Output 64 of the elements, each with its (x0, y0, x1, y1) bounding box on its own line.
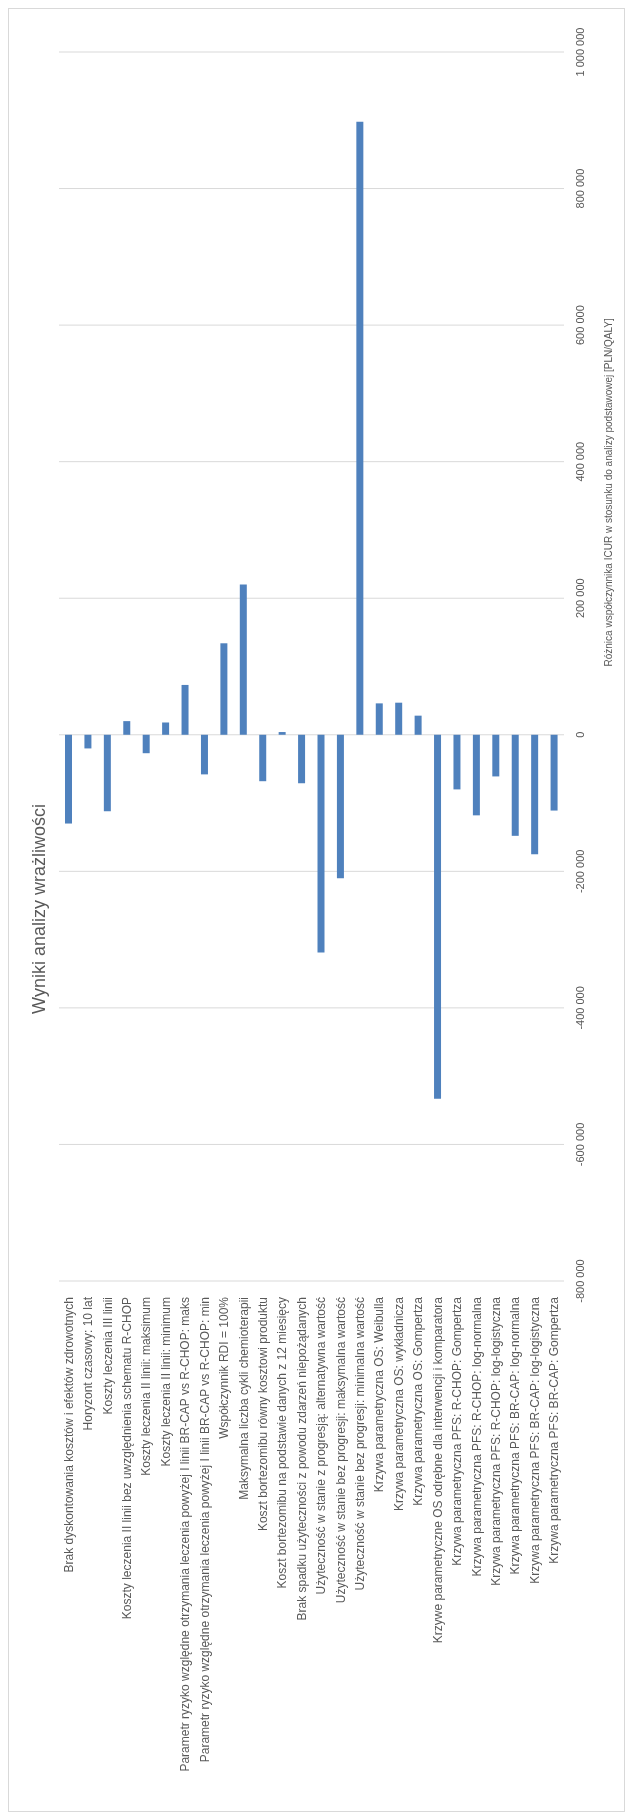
bar (472, 734, 480, 816)
y-tick-label: -800 000 (574, 1259, 586, 1303)
bar (259, 734, 267, 782)
bar (239, 584, 247, 735)
x-tick-label: Krzywe parametryczne OS odrębne dla interwencji i komparatora (430, 1296, 445, 1644)
x-tick-label: Krzywa parametryczna PFS: BR-CAP: log-logistyczna (527, 1296, 542, 1584)
bar (414, 715, 422, 735)
x-tick-label: Krzywa parametryczna OS: wykładnicza (391, 1296, 406, 1512)
bar (511, 734, 519, 836)
x-tick-label: Koszty leczenia II linii bez uwzględnienia schematu R-CHOP (119, 1297, 134, 1620)
y-tick-label: 400 000 (574, 441, 586, 482)
bar (375, 703, 383, 735)
bar (278, 732, 286, 735)
x-tick-label: Krzywa parametryczna PFS: R-CHOP: Gompertza (450, 1296, 465, 1566)
bar (84, 734, 92, 749)
x-tick-label: Brak spadku użyteczności z powodu zdarzeń niepożądanych (294, 1297, 309, 1621)
x-tick-label: Krzywa parametryczna OS: Weibulla (372, 1296, 387, 1493)
bar (162, 722, 170, 735)
x-tick-label: Krzywa parametryczna PFS: R-CHOP: log-normalna (469, 1296, 484, 1577)
bar (200, 734, 208, 775)
x-tick-label: Krzywa parametryczna PFS: BR-CAP: Gompertza (547, 1296, 562, 1564)
x-tick-label: Maksymalna liczba cykli chemioterapii (236, 1297, 251, 1500)
bar (103, 734, 111, 812)
y-tick-label: 600 000 (574, 305, 586, 345)
x-tick-label: Horyzont czasowy: 10 lat (81, 1296, 96, 1431)
x-tick-label: Koszty leczenia II linii: minimum (158, 1297, 173, 1467)
x-tick-label: Użyteczność w stanie bez progresji: maksymalna wartość (333, 1297, 348, 1604)
x-tick-label: Współczynnik RDI = 100% (217, 1296, 232, 1439)
x-tick-label: Parametr ryzyko względne otrzymania leczenia powyżej I linii BR-CAP vs R-CHOP: min (197, 1297, 212, 1763)
y-axis-title: Różnica współczynnika ICUR w stosunku do analizy podstawowej [PLN/QALY] (602, 317, 614, 667)
bar (356, 121, 364, 735)
bar (220, 643, 228, 735)
bar (317, 734, 325, 953)
x-tick-label: Koszty leczenia III linii (100, 1297, 115, 1415)
text: Wyniki analizy wrażliwości (28, 803, 50, 1016)
x-tick-label: Parametr ryzyko względne otrzymania leczenia powyżej I linii BR-CAP vs R-CHOP: maks (178, 1297, 193, 1772)
x-tick-label: Użyteczność w stanie bez progresji: minimalna wartość (353, 1297, 368, 1591)
bar (298, 734, 306, 784)
x-tick-label: Koszty leczenia II linii: maksimum (139, 1297, 154, 1476)
bar (434, 734, 442, 1099)
bar (336, 734, 344, 879)
bar (181, 684, 189, 735)
y-tick-label: 200 000 (574, 578, 586, 619)
x-tick-label: Krzywa parametryczna OS: Gompertza (411, 1296, 426, 1506)
y-tick-label: 1 000 000 (574, 27, 586, 77)
y-tick-label: -600 000 (574, 1122, 586, 1167)
y-tick-label: 0 (574, 731, 586, 738)
bar (531, 734, 539, 855)
x-tick-label: Krzywa parametryczna PFS: BR-CAP: log-normalna (508, 1296, 523, 1575)
x-tick-label: Krzywa parametryczna PFS: R-CHOP: log-logistyczna (489, 1296, 504, 1586)
bar (453, 734, 461, 790)
bar (550, 734, 558, 811)
bar (492, 734, 500, 777)
x-tick-label: Brak dyskontowania kosztów i efektów zdrowotnych (61, 1297, 76, 1573)
x-tick-label: Koszt bortezomibu równy kosztowi produktu (255, 1297, 270, 1532)
bar (142, 734, 150, 754)
x-tick-label: Koszt bortezomibu na podstawie danych z 12 miesięcy (275, 1297, 290, 1589)
y-tick-label: -200 000 (574, 849, 586, 894)
y-tick-label: 800 000 (574, 168, 586, 209)
y-tick-label: -400 000 (574, 986, 586, 1030)
x-tick-label: Użyteczność w stanie z progresją: alternatywna wartość (314, 1297, 329, 1595)
bar (65, 734, 72, 824)
bar (395, 702, 403, 735)
bar (123, 721, 131, 735)
